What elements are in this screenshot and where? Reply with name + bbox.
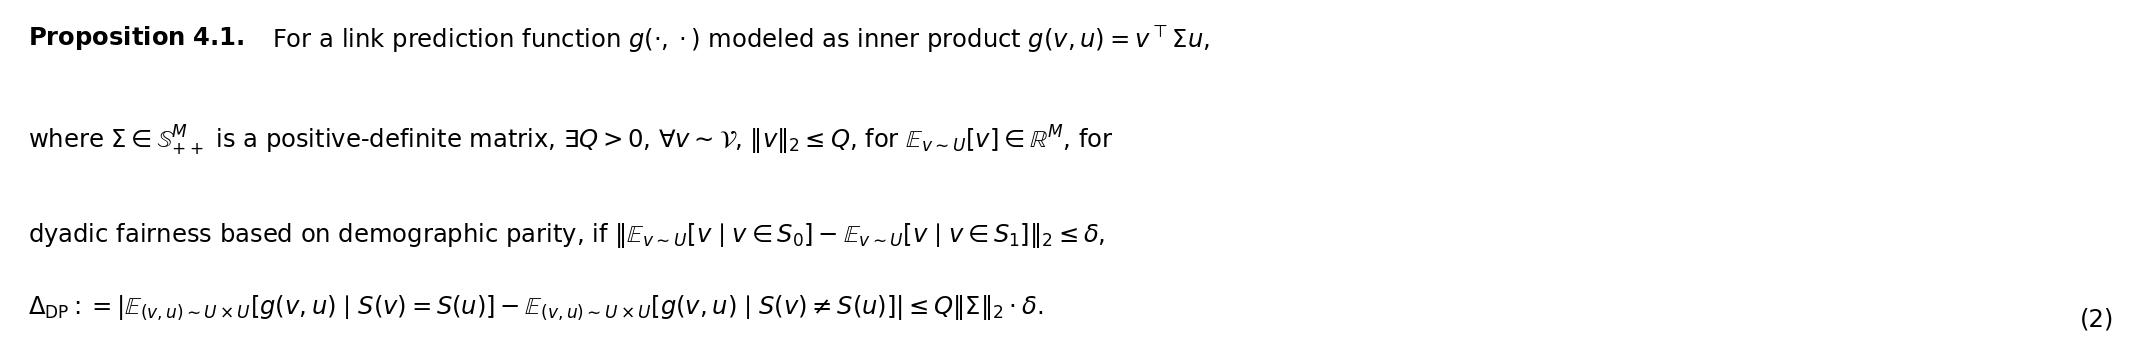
Text: where $\Sigma \in \mathbb{S}^M_{++}$ is a positive-definite matrix, $\exists Q >: where $\Sigma \in \mathbb{S}^M_{++}$ is …	[28, 123, 1113, 158]
Text: dyadic fairness based on demographic parity, if $\|\mathbb{E}_{v \sim U}[v \mid : dyadic fairness based on demographic par…	[28, 221, 1104, 250]
Text: (2): (2)	[2080, 307, 2114, 331]
Text: $\Delta_{\mathrm{DP}} := |\mathbb{E}_{(v,u) \sim U \times U}[g(v, u) \mid S(v) =: $\Delta_{\mathrm{DP}} := |\mathbb{E}_{(v…	[28, 294, 1042, 322]
Text: For a link prediction function $g(\cdot, \cdot)$ modeled as inner product $g(v, : For a link prediction function $g(\cdot,…	[272, 24, 1209, 54]
Text: $\mathbf{Proposition\ 4.1.}$: $\mathbf{Proposition\ 4.1.}$	[28, 24, 244, 52]
